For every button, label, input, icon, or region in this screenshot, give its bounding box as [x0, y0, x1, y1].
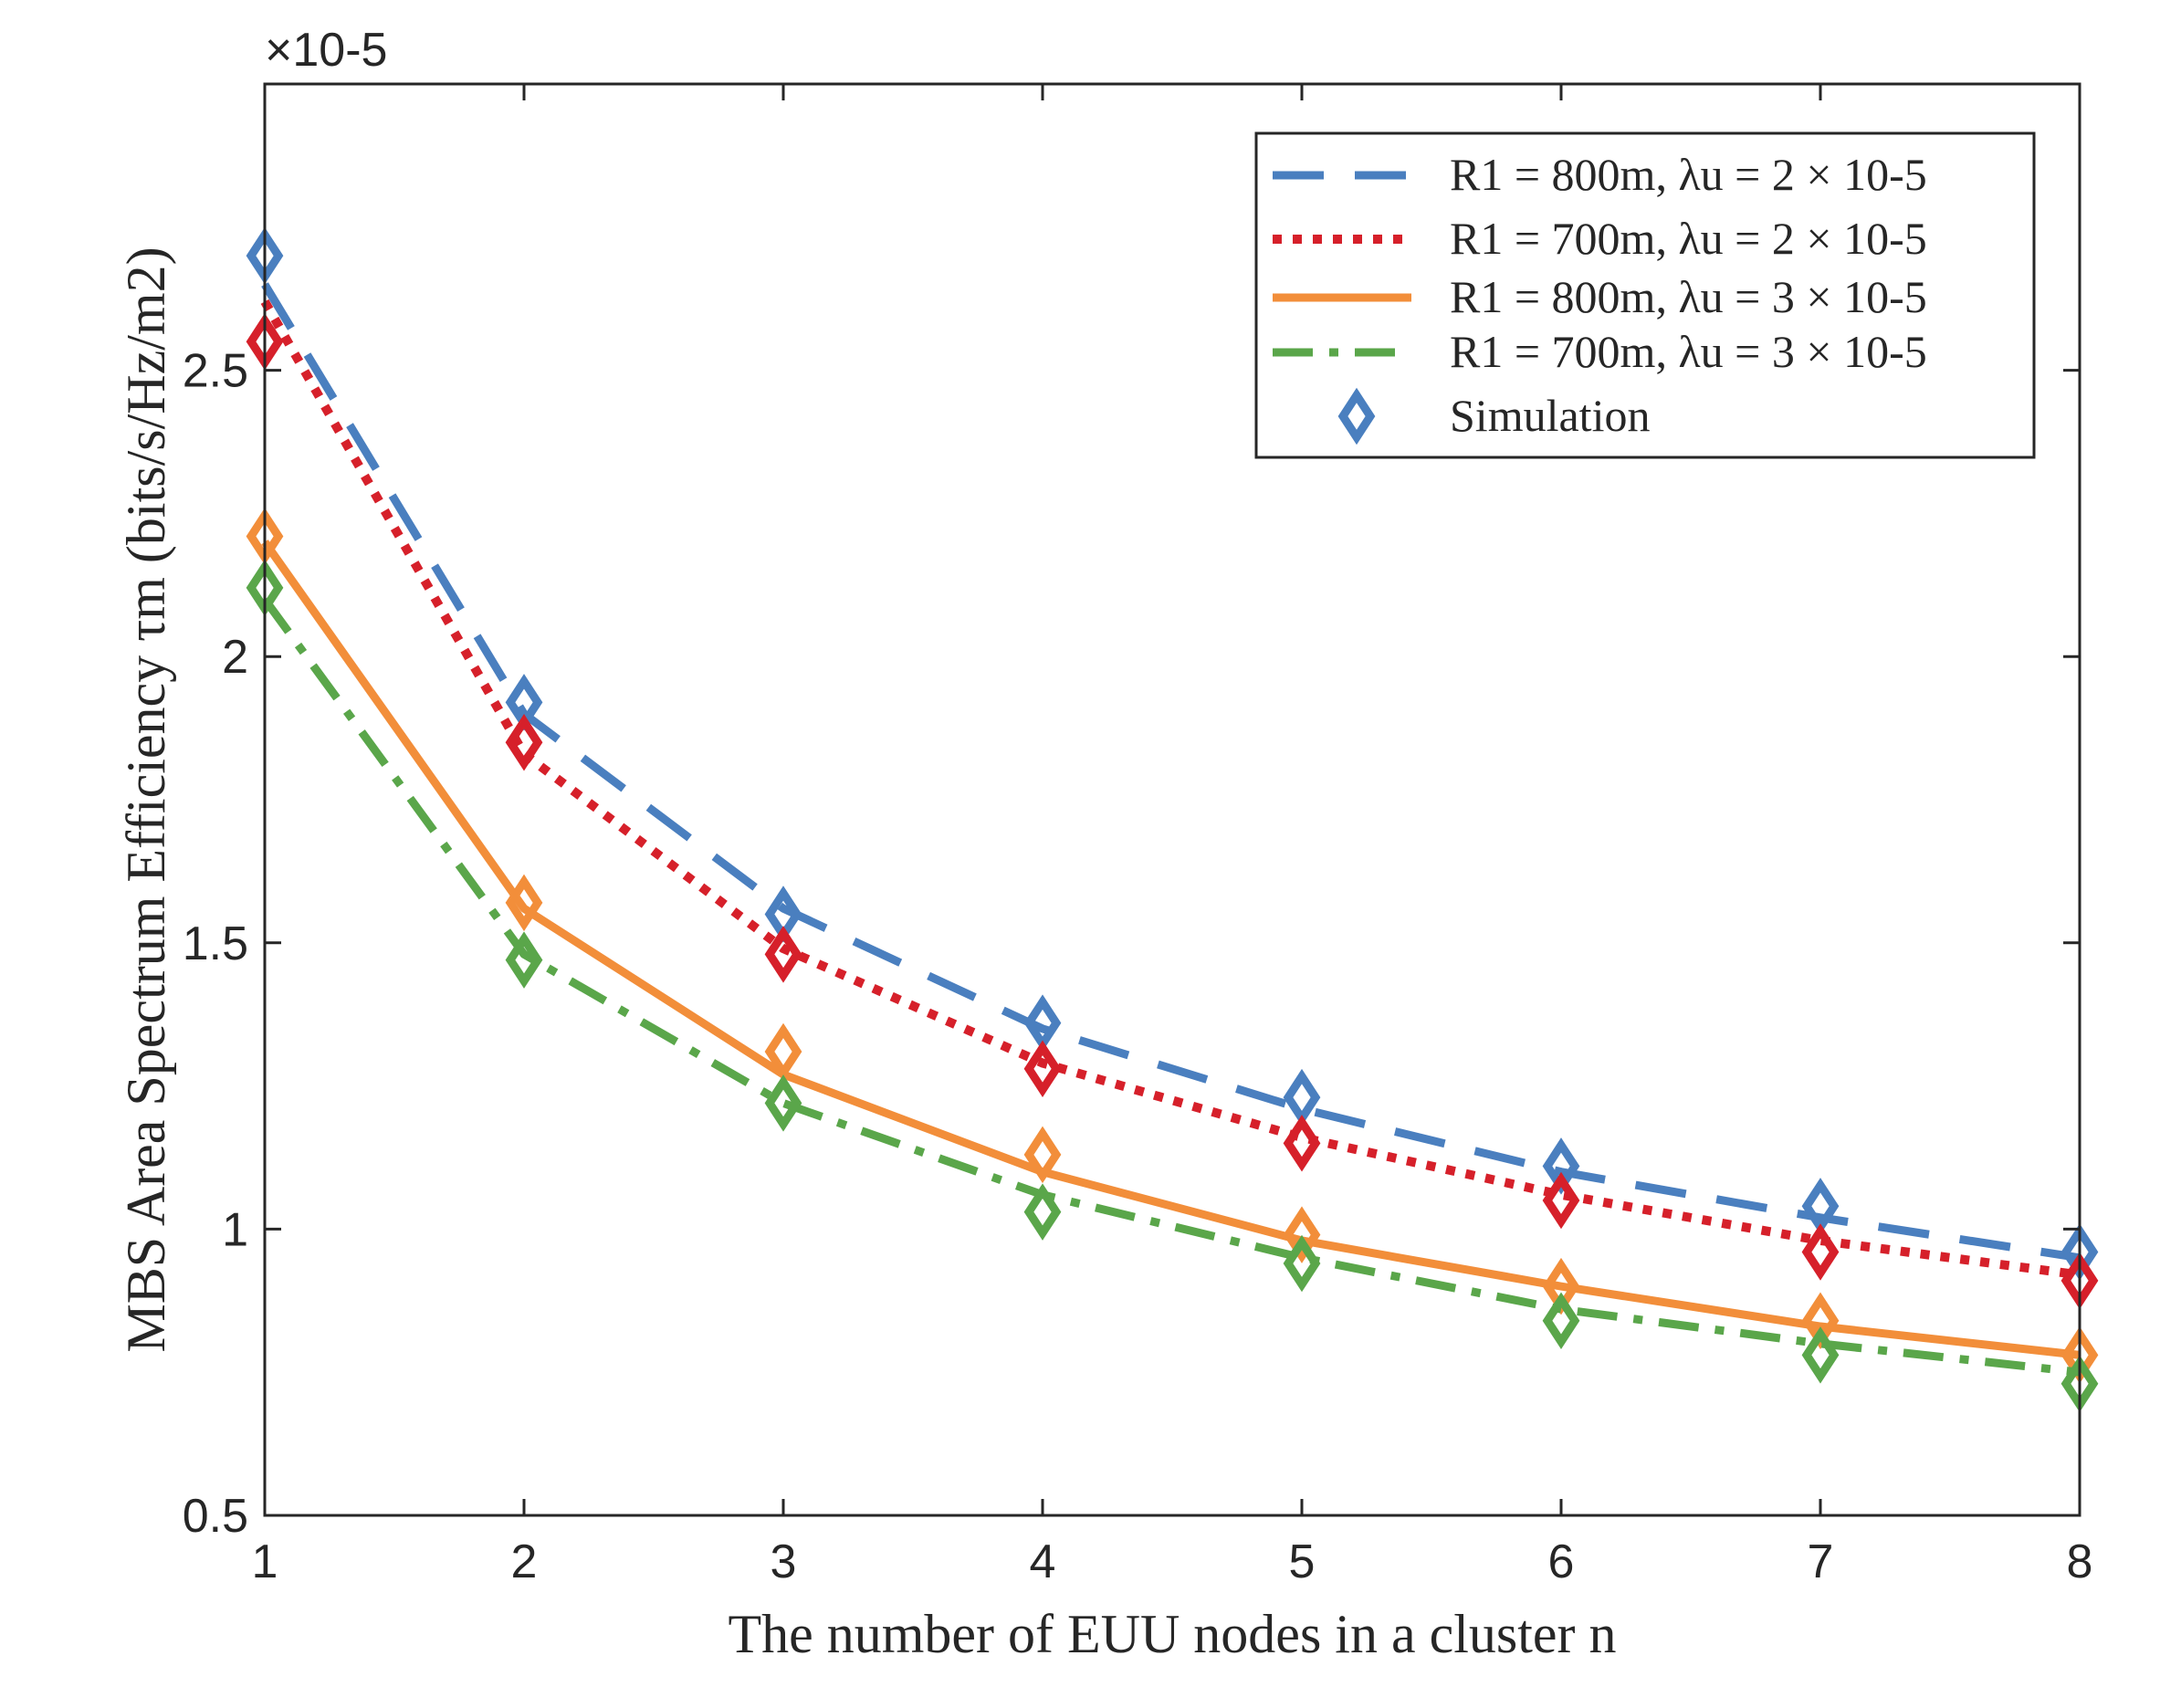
- x-tick-label: 4: [1030, 1535, 1056, 1588]
- simulation-marker: [1801, 1326, 1840, 1384]
- series-line-3: [261, 540, 2081, 1359]
- legend-label-2: R1 = 700m, λu = 2 × 10-5: [1450, 213, 1927, 264]
- simulation-marker: [1023, 1183, 1062, 1241]
- y-tick-label: 0.5: [183, 1490, 248, 1543]
- simulation-marker: [764, 926, 802, 983]
- axes-box: [263, 82, 2081, 1517]
- x-tick-label: 8: [2067, 1535, 2093, 1588]
- y-multiplier: ×10-5: [265, 24, 387, 77]
- x-tick-label: 3: [771, 1535, 797, 1588]
- legend-label-4: R1 = 700m, λu = 3 × 10-5: [1450, 326, 1927, 377]
- plot-area: [246, 226, 2099, 1412]
- y-tick-label: 1: [222, 1203, 248, 1256]
- series-line-1: [261, 282, 2081, 1263]
- simulation-marker: [1023, 1040, 1062, 1098]
- simulation-marker: [1542, 1292, 1580, 1349]
- x-tick-label: 5: [1289, 1535, 1316, 1588]
- simulation-marker: [1283, 1068, 1321, 1126]
- simulation-marker: [1542, 1137, 1580, 1195]
- legend-label-simulation: Simulation: [1450, 390, 1650, 441]
- simulation-marker: [1023, 994, 1062, 1052]
- legend: R1 = 800m, λu = 2 × 10-5 R1 = 700m, λu = …: [1254, 131, 2036, 459]
- legend-label-3: R1 = 800m, λu = 3 × 10-5: [1450, 271, 1927, 322]
- simulation-marker: [1801, 1223, 1840, 1281]
- y-tick-label: 2.5: [183, 345, 248, 398]
- simulation-marker: [1283, 1206, 1321, 1263]
- series-line-4: [261, 596, 2081, 1377]
- legend-label-1: R1 = 800m, λu = 2 × 10-5: [1450, 149, 1927, 200]
- simulation-marker: [1283, 1234, 1321, 1293]
- x-tick-label: 6: [1548, 1535, 1575, 1588]
- x-axis-title: The number of EUU nodes in a cluster n: [728, 1604, 1616, 1664]
- x-tick-label: 2: [511, 1535, 538, 1588]
- simulation-marker: [505, 874, 543, 932]
- y-tick-label: 1.5: [183, 917, 248, 970]
- y-tick-label: 2: [222, 631, 248, 684]
- simulation-marker: [1542, 1171, 1580, 1230]
- simulation-marker: [764, 1074, 802, 1132]
- simulation-marker: [1801, 1292, 1840, 1349]
- x-tick-label: 1: [252, 1535, 278, 1588]
- y-axis-title: MBS Area Spectrum Efficiency τm (bits/s/…: [116, 246, 176, 1352]
- simulation-marker: [1023, 1126, 1062, 1184]
- legend-simulation-marker: [1337, 387, 1376, 445]
- simulation-marker: [1283, 1115, 1321, 1172]
- simulation-marker: [505, 714, 543, 771]
- simulation-marker: [764, 1022, 802, 1081]
- simulation-marker: [505, 931, 543, 989]
- x-tick-label: 7: [1808, 1535, 1834, 1588]
